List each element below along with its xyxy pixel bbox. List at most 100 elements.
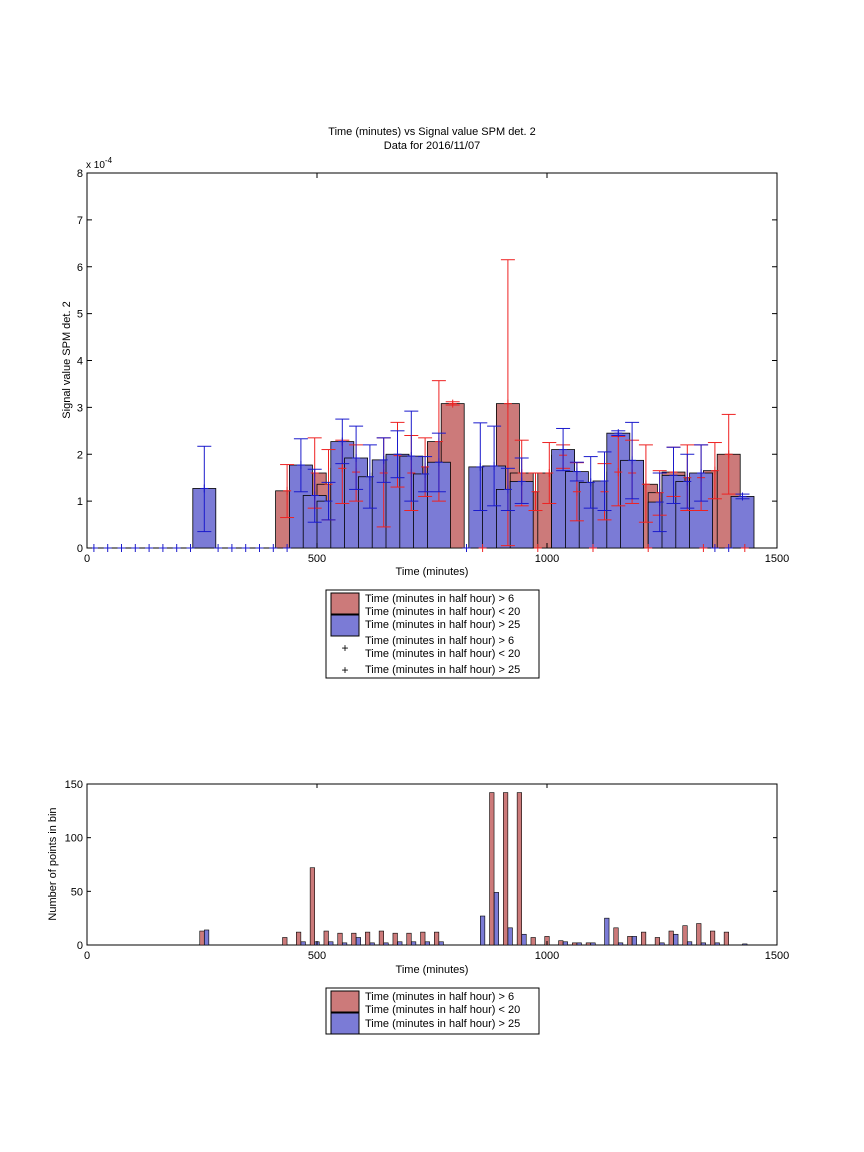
blue-count-bar [397, 941, 403, 946]
blue-count-bar [507, 927, 513, 946]
chart-2-ylabel: Number of points in bin [47, 807, 59, 920]
legend-entry: Time (minutes in half hour) < 20 [365, 1004, 520, 1016]
blue-count-bar [604, 917, 610, 946]
legend-marker-blue: + [341, 663, 348, 677]
red-count-bar [572, 942, 578, 946]
blue-count-bar [521, 933, 527, 946]
red-count-bar [337, 932, 343, 946]
x-tick-label: 1000 [535, 553, 559, 565]
blue-count-bar [369, 942, 375, 946]
legend-entry: Time (minutes in half hour) > 6 [365, 635, 514, 647]
y-tick-label: 2 [77, 449, 83, 461]
red-count-bar [351, 932, 357, 946]
chart-2-ticks: 0 500 1000 1500 0 50 100 150 [65, 779, 790, 962]
y-tick-label: 4 [77, 356, 83, 368]
legend-swatch-red [330, 592, 360, 615]
red-count-bar [613, 927, 619, 946]
blue-count-bar [383, 942, 389, 946]
blue-count-bar [700, 942, 706, 946]
chart-1-xlabel: Time (minutes) [396, 566, 469, 578]
blue-count-bar [673, 933, 679, 946]
red-count-bar [654, 937, 660, 946]
blue-count-bar [204, 929, 210, 946]
blue-count-bar [631, 936, 637, 946]
red-count-bar [365, 931, 371, 946]
red-count-bar [296, 931, 302, 946]
y-tick-label: 150 [65, 779, 83, 791]
blue-count-bar [618, 942, 624, 946]
blue-count-bar [342, 942, 348, 946]
chart-1-markers [89, 544, 749, 552]
legend-entry: Time (minutes in half hour) > 6 [365, 593, 514, 605]
red-count-bar [668, 930, 674, 946]
x-tick-label: 1500 [765, 950, 789, 962]
y-tick-label: 0 [77, 543, 83, 555]
legend-entry: Time (minutes in half hour) > 25 [365, 1018, 520, 1030]
blue-count-bar [424, 941, 430, 946]
y-tick-label: 0 [77, 940, 83, 952]
blue-count-bar [742, 943, 748, 946]
red-count-bar [641, 931, 647, 946]
red-count-bar [723, 931, 729, 946]
red-count-bar [696, 923, 702, 946]
y-tick-label: 50 [71, 886, 83, 898]
chart-2-legend: Time (minutes in half hour) > 6 Time (mi… [325, 987, 540, 1035]
red-count-bar [627, 936, 633, 946]
red-count-bar [503, 792, 509, 946]
red-count-bar [489, 792, 495, 946]
blue-count-bar [480, 915, 486, 946]
red-count-bar [282, 937, 288, 946]
legend-swatch-blue [330, 1012, 360, 1035]
red-count-bar [434, 931, 440, 946]
blue-count-bar [411, 941, 417, 946]
chart-2-legend-box [325, 987, 540, 1035]
chart-1-ylabel: Signal value SPM det. 2 [61, 301, 73, 418]
y-tick-label: 8 [77, 168, 83, 180]
red-count-bar [309, 867, 315, 946]
x-tick-label: 0 [84, 950, 90, 962]
legend-swatch-red [330, 990, 360, 1013]
chart-2-plot-area [86, 783, 778, 946]
chart-2-xlabel: Time (minutes) [396, 964, 469, 976]
red-count-bar [530, 937, 536, 946]
y-tick-label: 6 [77, 262, 83, 274]
x-tick-label: 1000 [535, 950, 559, 962]
chart-2: 0 500 1000 1500 0 50 100 150 Time (minutes) Num… [47, 779, 790, 1035]
y-tick-label: 3 [77, 402, 83, 414]
x-tick-label: 1500 [765, 553, 789, 565]
red-count-bar [710, 930, 716, 946]
chart-1-ticks: 0 500 1000 1500 0 1 2 3 4 5 6 7 8 [77, 168, 789, 565]
red-count-bar [682, 925, 688, 946]
blue-count-bar [438, 941, 444, 946]
red-count-bar [516, 792, 522, 946]
chart-1-exponent-label: x 10-4 [86, 156, 113, 171]
x-tick-label: 500 [308, 950, 326, 962]
legend-entry: Time (minutes in half hour) < 20 [365, 606, 520, 618]
y-tick-label: 7 [77, 215, 83, 227]
y-tick-label: 100 [65, 833, 83, 845]
legend-entry: Time (minutes in half hour) > 6 [365, 991, 514, 1003]
y-tick-label: 1 [77, 496, 83, 508]
chart-2-bars [199, 792, 748, 946]
legend-entry: Time (minutes in half hour) > 25 [365, 664, 520, 676]
blue-bar [730, 496, 755, 549]
chart-1-title: Time (minutes) vs Signal value SPM det. … [328, 126, 535, 138]
blue-count-bar [576, 942, 582, 946]
red-count-bar [558, 940, 564, 946]
chart-1: Time (minutes) vs Signal value SPM det. … [61, 126, 789, 679]
chart-1-blue-errorbars [197, 410, 750, 533]
x-tick-label: 0 [84, 553, 90, 565]
chart-1-subtitle: Data for 2016/11/07 [384, 140, 480, 152]
x-tick-label: 500 [308, 553, 326, 565]
blue-count-bar [493, 892, 499, 946]
legend-marker-red: + [341, 641, 348, 655]
y-tick-label: 5 [77, 309, 83, 321]
red-count-bar [323, 930, 329, 946]
blue-count-bar [300, 941, 306, 946]
red-count-bar [378, 930, 384, 946]
blue-count-bar [355, 937, 361, 946]
red-count-bar [585, 942, 591, 946]
blue-count-bar [687, 941, 693, 946]
chart-1-legend: + + Time (minutes in half hour) > 6 Time… [325, 589, 540, 679]
